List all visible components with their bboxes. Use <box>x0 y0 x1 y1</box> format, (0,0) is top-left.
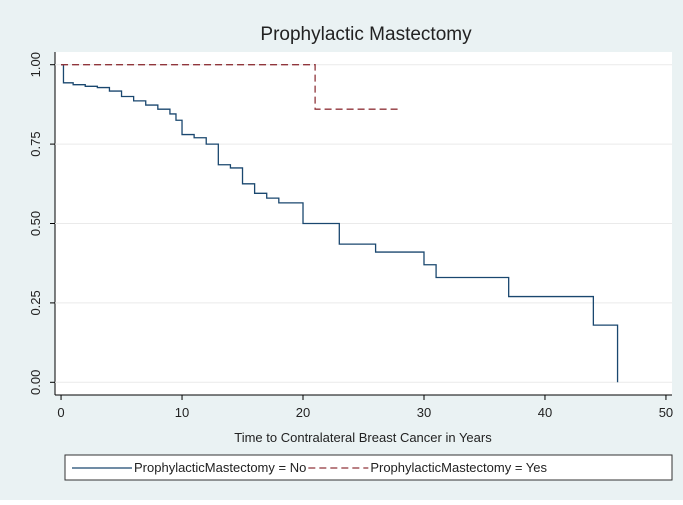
y-tick-label: 0.00 <box>28 370 43 395</box>
legend-box <box>64 454 673 481</box>
y-tick-label: 0.75 <box>28 131 43 156</box>
y-tick-label: 0.25 <box>28 290 43 315</box>
x-tick-label: 50 <box>659 405 673 420</box>
survival-curve <box>61 64 400 110</box>
x-tick-label: 0 <box>57 405 64 420</box>
chart-title: Prophylactic Mastectomy <box>260 24 472 45</box>
x-axis-title: Time to Contralateral Breast Cancer in Y… <box>234 430 492 445</box>
y-tick-label: 0.50 <box>28 211 43 236</box>
x-tick-label: 40 <box>538 405 552 420</box>
x-tick-label: 20 <box>296 405 310 420</box>
legend-label: ProphylacticMastectomy = Yes <box>370 460 547 475</box>
x-tick-label: 30 <box>417 405 431 420</box>
survival-curve <box>61 64 619 383</box>
y-tick-label: 1.00 <box>28 52 43 77</box>
x-tick-label: 10 <box>175 405 189 420</box>
legend-label: ProphylacticMastectomy = No <box>134 460 306 475</box>
